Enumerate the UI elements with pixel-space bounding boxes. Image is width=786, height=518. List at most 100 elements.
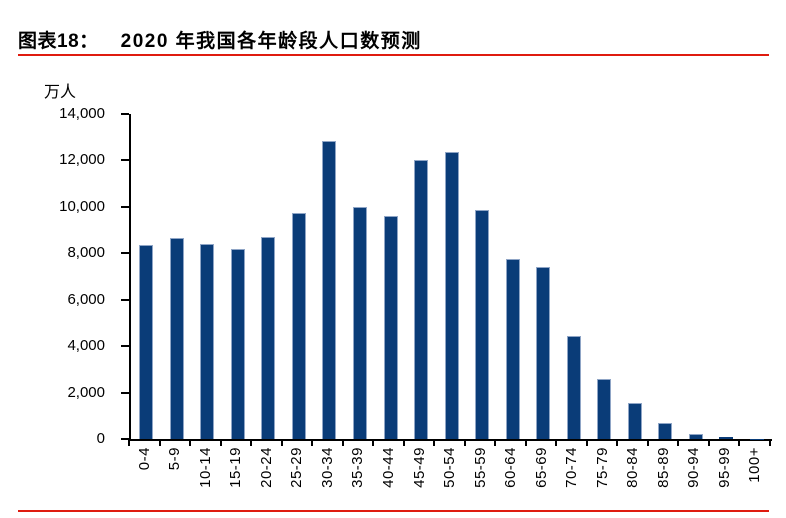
- x-axis-tick-label: 25-29: [288, 447, 306, 488]
- x-label-slot: 75-79: [587, 447, 618, 509]
- bar-slot: [253, 114, 284, 439]
- x-label-slot: 90-94: [679, 447, 710, 509]
- x-axis-tick-mark: [494, 439, 497, 446]
- chart-title: 2020 年我国各年龄段人口数预测: [120, 31, 422, 52]
- x-axis-tick-mark: [219, 439, 222, 446]
- bar-slot: [528, 114, 559, 439]
- x-axis-tick-mark: [707, 439, 710, 446]
- bar-slot: [711, 114, 742, 439]
- x-label-slot: 70-74: [556, 447, 587, 509]
- chart-number-label: 图表18：: [18, 31, 99, 52]
- x-axis-tick-label: 35-39: [349, 447, 367, 488]
- x-label-slot: 55-59: [465, 447, 496, 509]
- y-axis-tick-label: 12,000: [59, 151, 105, 169]
- bar-10-14: [200, 244, 215, 439]
- x-axis-tick-mark: [646, 439, 649, 446]
- x-axis-tick-mark: [128, 439, 130, 446]
- x-axis-tick-mark: [616, 439, 619, 446]
- bar-0-4: [139, 245, 154, 439]
- y-axis-tick-label: 4,000: [67, 337, 105, 355]
- page-bottom-rule: [18, 510, 769, 512]
- bar-85-89: [658, 422, 673, 439]
- x-axis-tick-label: 50-54: [441, 447, 459, 488]
- x-axis-tick-mark: [158, 439, 161, 446]
- x-label-slot: 0-4: [129, 447, 160, 509]
- bar-80-84: [627, 403, 642, 439]
- x-axis-tick-mark: [372, 439, 375, 446]
- bar-15-19: [230, 248, 245, 439]
- bar-30-34: [322, 140, 337, 439]
- bar-slot: [497, 114, 528, 439]
- x-label-slot: 85-89: [648, 447, 679, 509]
- x-axis-tick-label: 80-84: [624, 447, 642, 488]
- x-label-slot: 50-54: [434, 447, 465, 509]
- bar-5-9: [169, 238, 184, 439]
- bar-50-54: [444, 152, 459, 439]
- bar-75-79: [597, 378, 612, 439]
- y-axis-tick-mark: [121, 113, 129, 115]
- bar-slot: [223, 114, 254, 439]
- bar-slot: [192, 114, 223, 439]
- x-axis-tick-label: 10-14: [196, 447, 214, 488]
- x-axis-tick-label: 55-59: [471, 447, 489, 488]
- x-axis-tick-label: 20-24: [257, 447, 275, 488]
- bar-25-29: [291, 212, 306, 439]
- x-axis-tick-label: 60-64: [502, 447, 520, 488]
- chart-header: 图表18： 2020 年我国各年龄段人口数预测: [18, 26, 422, 53]
- y-axis-tick-mark: [121, 298, 129, 301]
- y-axis-tick-mark: [121, 438, 129, 440]
- bar-slot: [742, 114, 773, 439]
- bar-55-59: [475, 210, 490, 439]
- x-label-slot: 30-34: [312, 447, 343, 509]
- bar-slot: [375, 114, 406, 439]
- x-axis-tick-mark: [189, 439, 192, 446]
- x-axis-tick-label: 40-44: [380, 447, 398, 488]
- bar-slot: [620, 114, 651, 439]
- x-axis-tick-mark: [311, 439, 314, 446]
- bar-slot: [650, 114, 681, 439]
- bar-40-44: [383, 216, 398, 439]
- x-axis-tick-label: 70-74: [563, 447, 581, 488]
- bar-20-24: [261, 237, 276, 439]
- bar-35-39: [352, 206, 367, 439]
- x-axis-tick-mark: [738, 439, 741, 446]
- x-axis-tick-label: 100+: [746, 447, 764, 483]
- bar-slot: [467, 114, 498, 439]
- x-axis-tick-label: 65-69: [532, 447, 550, 488]
- x-axis-tick-label: 5-9: [166, 447, 184, 471]
- x-label-slot: 65-69: [526, 447, 557, 509]
- bar-70-74: [566, 335, 581, 439]
- y-axis-ticks: [121, 113, 129, 440]
- bar-slot: [131, 114, 162, 439]
- x-axis-tick-mark: [555, 439, 558, 446]
- x-axis-tick-label: 75-79: [593, 447, 611, 488]
- x-axis-tick-mark: [402, 439, 405, 446]
- bar-slot: [162, 114, 193, 439]
- x-label-slot: 45-49: [404, 447, 435, 509]
- x-axis-tick-label: 15-19: [227, 447, 245, 488]
- y-axis-tick-label: 2,000: [67, 383, 105, 401]
- y-axis-tick-mark: [121, 345, 129, 348]
- x-axis-tick-label: 30-34: [318, 447, 336, 488]
- bars-row: [131, 114, 772, 439]
- bar-slot: [589, 114, 620, 439]
- x-label-slot: 10-14: [190, 447, 221, 509]
- y-axis-tick-label: 0: [96, 430, 105, 447]
- x-axis-tick-mark: [463, 439, 466, 446]
- x-label-slot: 40-44: [373, 447, 404, 509]
- y-axis-tick-label: 8,000: [67, 244, 105, 262]
- plot-area: [129, 114, 772, 441]
- x-label-slot: 80-84: [618, 447, 649, 509]
- y-axis-tick-mark: [121, 159, 129, 162]
- y-axis-labels: 0 2,000 4,000 6,000 8,000 10,000 12,000 14,000: [20, 105, 105, 447]
- y-axis-tick-label: 6,000: [67, 290, 105, 308]
- x-label-slot: 20-24: [251, 447, 282, 509]
- bar-slot: [345, 114, 376, 439]
- x-axis-tick-label: 85-89: [654, 447, 672, 488]
- x-axis-tick-mark: [769, 439, 771, 446]
- bar-slot: [284, 114, 315, 439]
- x-label-slot: 100+: [740, 447, 771, 509]
- x-axis-tick-label: 95-99: [715, 447, 733, 488]
- bar-95-99: [719, 437, 734, 439]
- x-axis-tick-mark: [250, 439, 253, 446]
